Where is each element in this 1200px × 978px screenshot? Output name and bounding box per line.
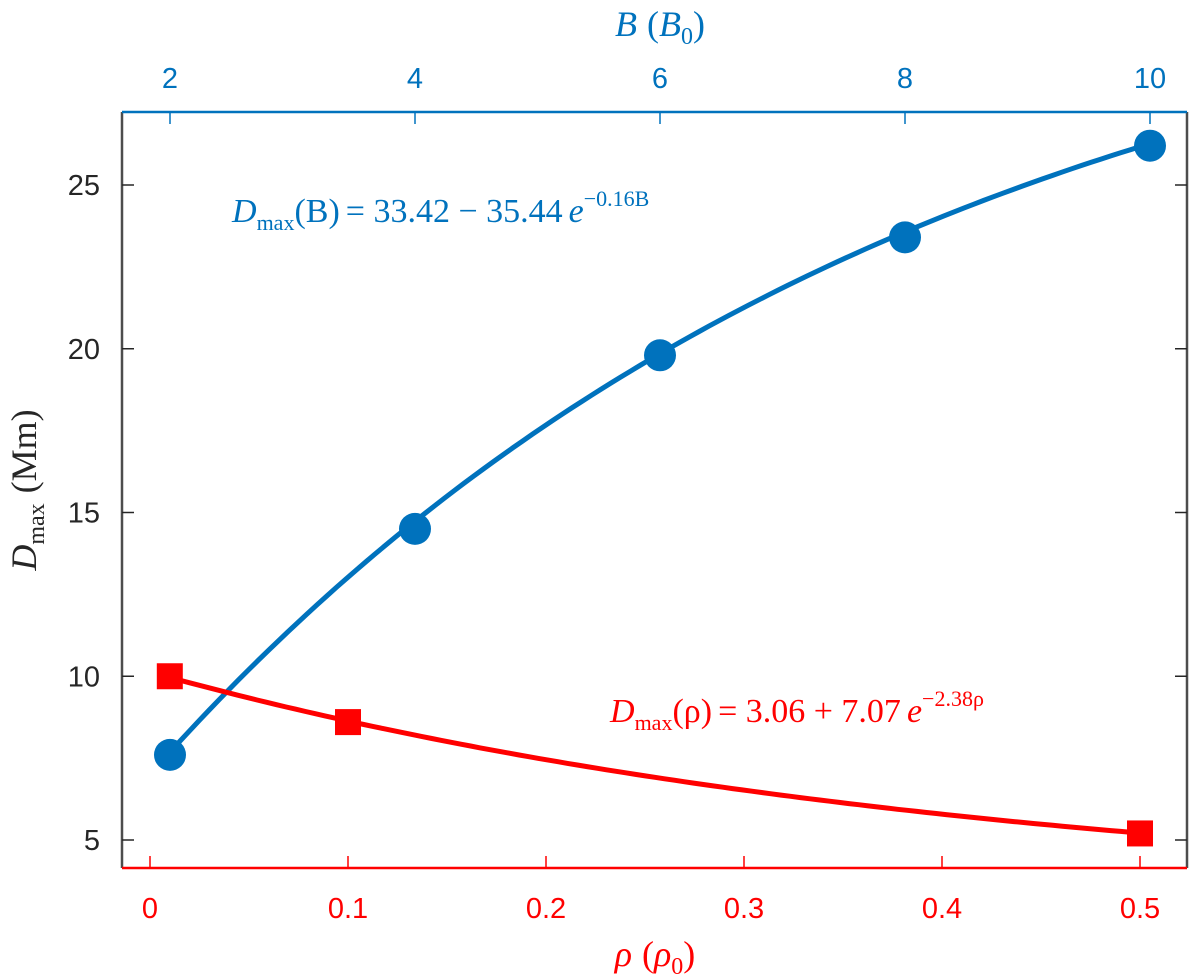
bottom-tick-label: 0.3 (724, 893, 764, 925)
red-fit-equation: Dmax(ρ) = 3.06 + 7.07 e−2.38ρ (609, 686, 984, 735)
red-square-markers (156, 663, 1153, 847)
y-axis-title: Dmax(Mm) (4, 409, 50, 571)
y-tick-label: 5 (84, 825, 100, 857)
top-tick-label: 2 (162, 63, 178, 95)
blue-data-point (1134, 129, 1166, 162)
top-tick-label: 10 (1134, 63, 1166, 95)
red-fit-curve (169, 674, 1141, 836)
blue-fit-equation: Dmax(B) = 33.42 − 35.44 e−0.16B (231, 186, 649, 235)
series-dmax-vs-rho (156, 663, 1153, 847)
blue-circle-markers (154, 129, 1166, 771)
top-tick-label: 4 (407, 63, 423, 95)
blue-data-point (399, 512, 431, 545)
y-axis-ticks: 5 10 15 20 25 (68, 170, 1187, 857)
top-tick-label: 6 (652, 63, 668, 95)
red-data-point (156, 663, 183, 690)
y-tick-label: 15 (68, 498, 100, 530)
top-tick-label: 8 (897, 63, 913, 95)
bottom-tick-label: 0.4 (922, 893, 962, 925)
blue-data-point (889, 221, 921, 254)
plot-background (122, 112, 1187, 868)
blue-data-point (154, 738, 186, 771)
bottom-axis-ticks: 0 0.1 0.2 0.3 0.4 0.5 (142, 856, 1160, 925)
y-tick-label: 25 (68, 170, 100, 202)
blue-data-point (644, 339, 676, 372)
top-axis-title: B (B0) (615, 4, 705, 50)
plot-area (120, 110, 1189, 870)
top-axis-ticks: 2 4 6 8 10 (162, 63, 1166, 124)
series-dmax-vs-b (154, 129, 1166, 771)
bottom-tick-label: 0 (142, 893, 158, 925)
red-data-point (1127, 820, 1153, 847)
y-tick-label: 10 (68, 661, 100, 693)
bottom-tick-label: 0.1 (328, 893, 368, 925)
bottom-tick-label: 0.5 (1120, 893, 1160, 925)
red-data-point (335, 709, 361, 736)
bottom-axis-title: ρ (ρ0) (614, 934, 696, 978)
y-tick-label: 20 (68, 334, 100, 366)
bottom-tick-label: 0.2 (526, 893, 566, 925)
